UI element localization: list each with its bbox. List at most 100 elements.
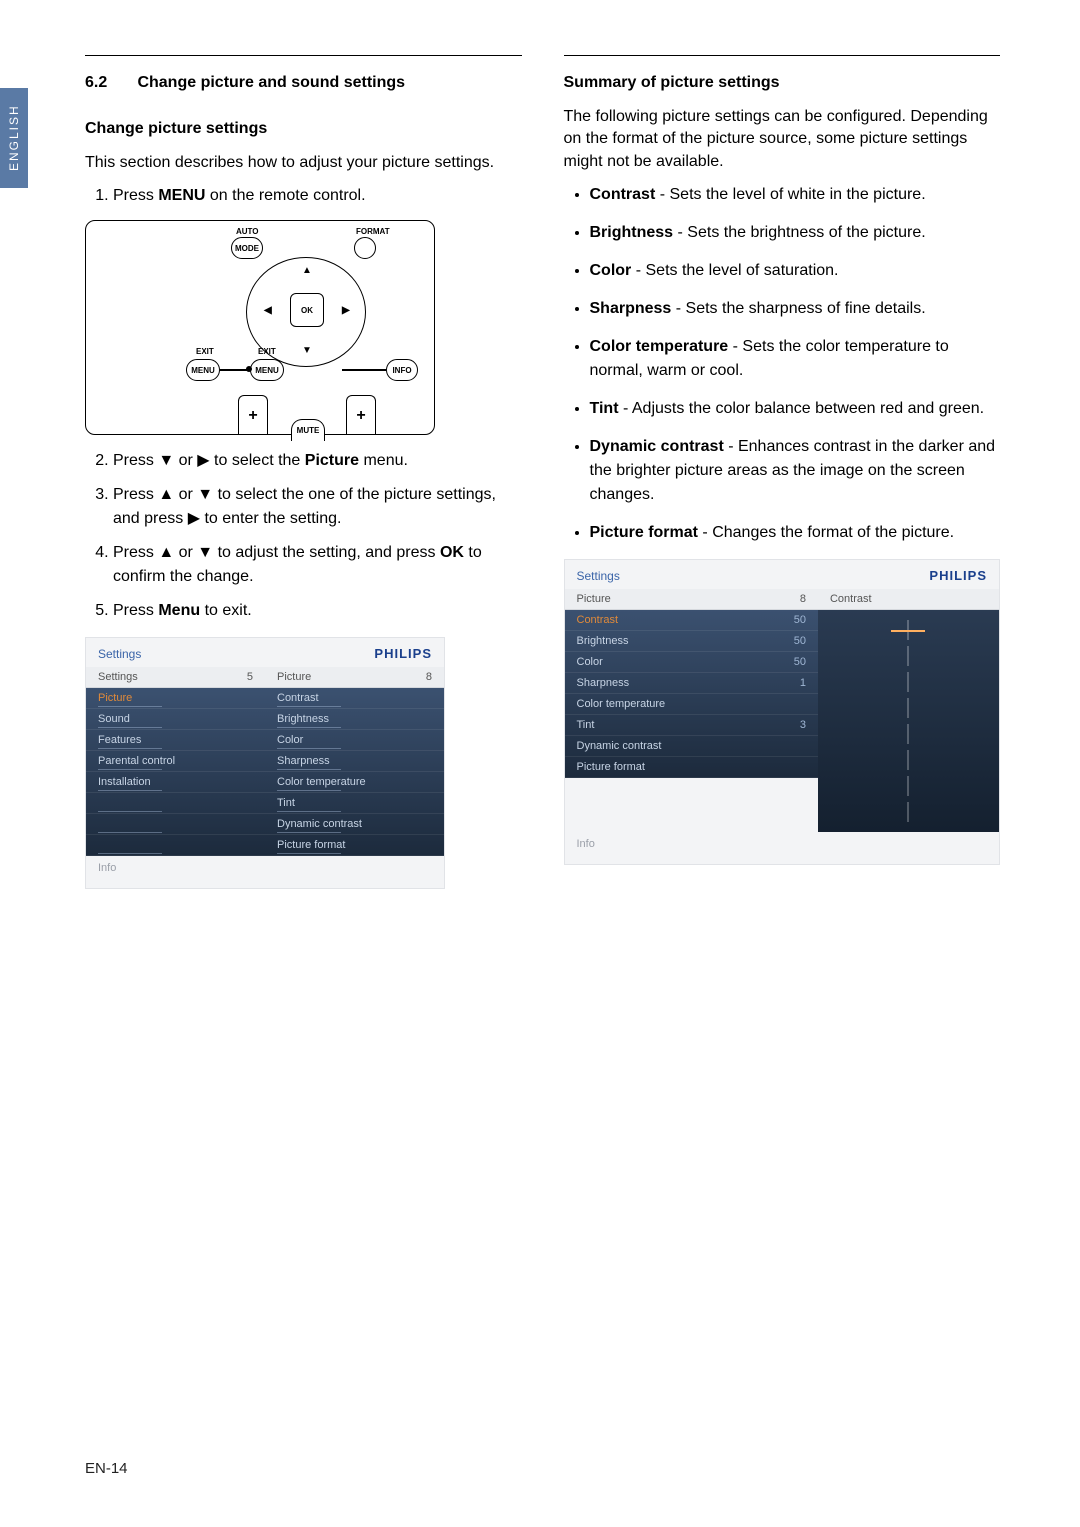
remote-label-exit: EXIT [258,347,276,356]
column-rule [564,55,1001,56]
osd-menu-item [86,835,265,856]
step-3: Press ▲ or ▼ to select the one of the pi… [113,483,522,531]
osd-menu-item: Brightness [265,709,444,730]
remote-ok-button: OK [290,293,324,327]
osd-col-label: Picture [577,593,611,605]
settings-bullet: Dynamic contrast - Enhances contrast in … [590,435,1001,507]
slider-tick [907,802,909,822]
osd-menu-item: Installation [86,772,265,793]
osd-left-panel: Picture 8 Contrast50Brightness50Color50S… [565,589,818,832]
arrow-left-icon: ◀ [264,305,272,316]
osd-col-label: Picture [277,671,311,683]
step-text: Press [113,602,158,619]
osd-menu-item: Tint [265,793,444,814]
osd-menu-item: Picture [86,688,265,709]
slider-tick [907,672,909,692]
step-text: menu. [359,452,408,469]
remote-mute-button: MUTE [291,419,325,441]
column-rule [85,55,522,56]
osd-info-label: Info [86,856,444,888]
osd-menu-list: Contrast50Brightness50Color50Sharpness1C… [565,610,818,778]
settings-bullet-list: Contrast - Sets the level of white in th… [564,183,1001,545]
arrow-up-icon: ▲ [302,265,312,276]
step-text: Press ▲ or ▼ to adjust the setting, and … [113,544,440,561]
osd-col-header: Picture 8 [265,667,444,688]
philips-logo: PHILIPS [374,646,432,661]
remote-diagram: AUTO FORMAT MODE OK ▲ ▼ ◀ ▶ EXIT EXIT ME… [85,220,435,435]
step-text: on the remote control. [205,187,365,204]
osd-menu-item: Dynamic contrast [565,736,818,757]
osd-menu-item: Color50 [565,652,818,673]
osd-menu-item: Brightness50 [565,631,818,652]
osd-menu-list: ContrastBrightnessColorSharpnessColor te… [265,688,444,856]
slider-tick [907,750,909,770]
plus-icon: + [356,407,365,425]
osd-menu-item: Sharpness1 [565,673,818,694]
osd-header: Settings PHILIPS [565,560,1000,589]
osd-col-label: Settings [98,671,138,683]
intro-text: This section describes how to adjust you… [85,152,522,174]
slider-tick [907,620,909,640]
step-text: Press [113,187,158,204]
steps-list-cont: Press ▼ or ▶ to select the Picture menu.… [85,449,522,623]
remote-label-format: FORMAT [356,227,390,236]
osd-body: Picture 8 Contrast50Brightness50Color50S… [565,589,1000,832]
osd-col-label: Contrast [830,593,872,605]
remote-menu-button: MENU [250,359,284,381]
osd-menu-item: Color [265,730,444,751]
subheading: Summary of picture settings [564,74,1001,92]
osd-menu-item: Tint3 [565,715,818,736]
step-2: Press ▼ or ▶ to select the Picture menu. [113,449,522,473]
osd-header-label: Settings [577,569,620,583]
osd-menu-item: Picture format [565,757,818,778]
osd-col-num: 5 [247,671,253,683]
osd-left-panel: Settings 5 PictureSoundFeaturesParental … [86,667,265,856]
osd-menu-item: Sound [86,709,265,730]
osd-col-header: Contrast [818,589,999,610]
settings-bullet: Color - Sets the level of saturation. [590,259,1001,283]
remote-btn-text: MENU [191,366,215,375]
osd-menu-item: Contrast50 [565,610,818,631]
remote-format-button [354,237,376,259]
step-1: Press MENU on the remote control. [113,184,522,208]
slider-tick [907,698,909,718]
remote-label-auto: AUTO [236,227,259,236]
settings-bullet: Brightness - Sets the brightness of the … [590,221,1001,245]
remote-mode-button: MODE [231,237,263,259]
osd-col-header: Settings 5 [86,667,265,688]
right-column: Summary of picture settings The followin… [564,55,1001,889]
osd-menu-list: PictureSoundFeaturesParental controlInst… [86,688,265,856]
osd-menu-item: Features [86,730,265,751]
osd-col-num: 8 [426,671,432,683]
connector-line [342,369,386,371]
slider-tick [907,724,909,744]
step-4: Press ▲ or ▼ to adjust the setting, and … [113,541,522,589]
osd-right-panel: Picture 8 ContrastBrightnessColorSharpne… [265,667,444,856]
settings-bullet: Sharpness - Sets the sharpness of fine d… [590,297,1001,321]
intro-text: The following picture settings can be co… [564,106,1001,173]
remote-label-exit: EXIT [196,347,214,356]
osd-right-panel: Contrast [818,589,999,832]
osd-col-header: Picture 8 [565,589,818,610]
step-text: to exit. [200,602,252,619]
remote-btn-text: INFO [392,366,411,375]
slider-tick [907,646,909,666]
remote-vol-button: + [238,395,268,435]
remote-btn-text: OK [301,306,313,315]
osd-body: Settings 5 PictureSoundFeaturesParental … [86,667,444,856]
page-number: EN-14 [85,1460,128,1477]
osd-info-label: Info [565,832,1000,864]
osd-col-num: 8 [800,593,806,605]
osd-menu-item: Contrast [265,688,444,709]
step-text: Press ▼ or ▶ to select the [113,452,305,469]
step-bold: OK [440,544,464,561]
remote-btn-text: MODE [235,244,259,253]
osd-menu-item: Parental control [86,751,265,772]
philips-logo: PHILIPS [929,568,987,583]
settings-bullet: Color temperature - Sets the color tempe… [590,335,1001,383]
plus-icon: + [248,407,257,425]
page-content: 6.2 Change picture and sound settings Ch… [85,55,1000,889]
remote-menu-button: MENU [186,359,220,381]
osd-menu-item: Color temperature [565,694,818,715]
remote-ch-button: + [346,395,376,435]
